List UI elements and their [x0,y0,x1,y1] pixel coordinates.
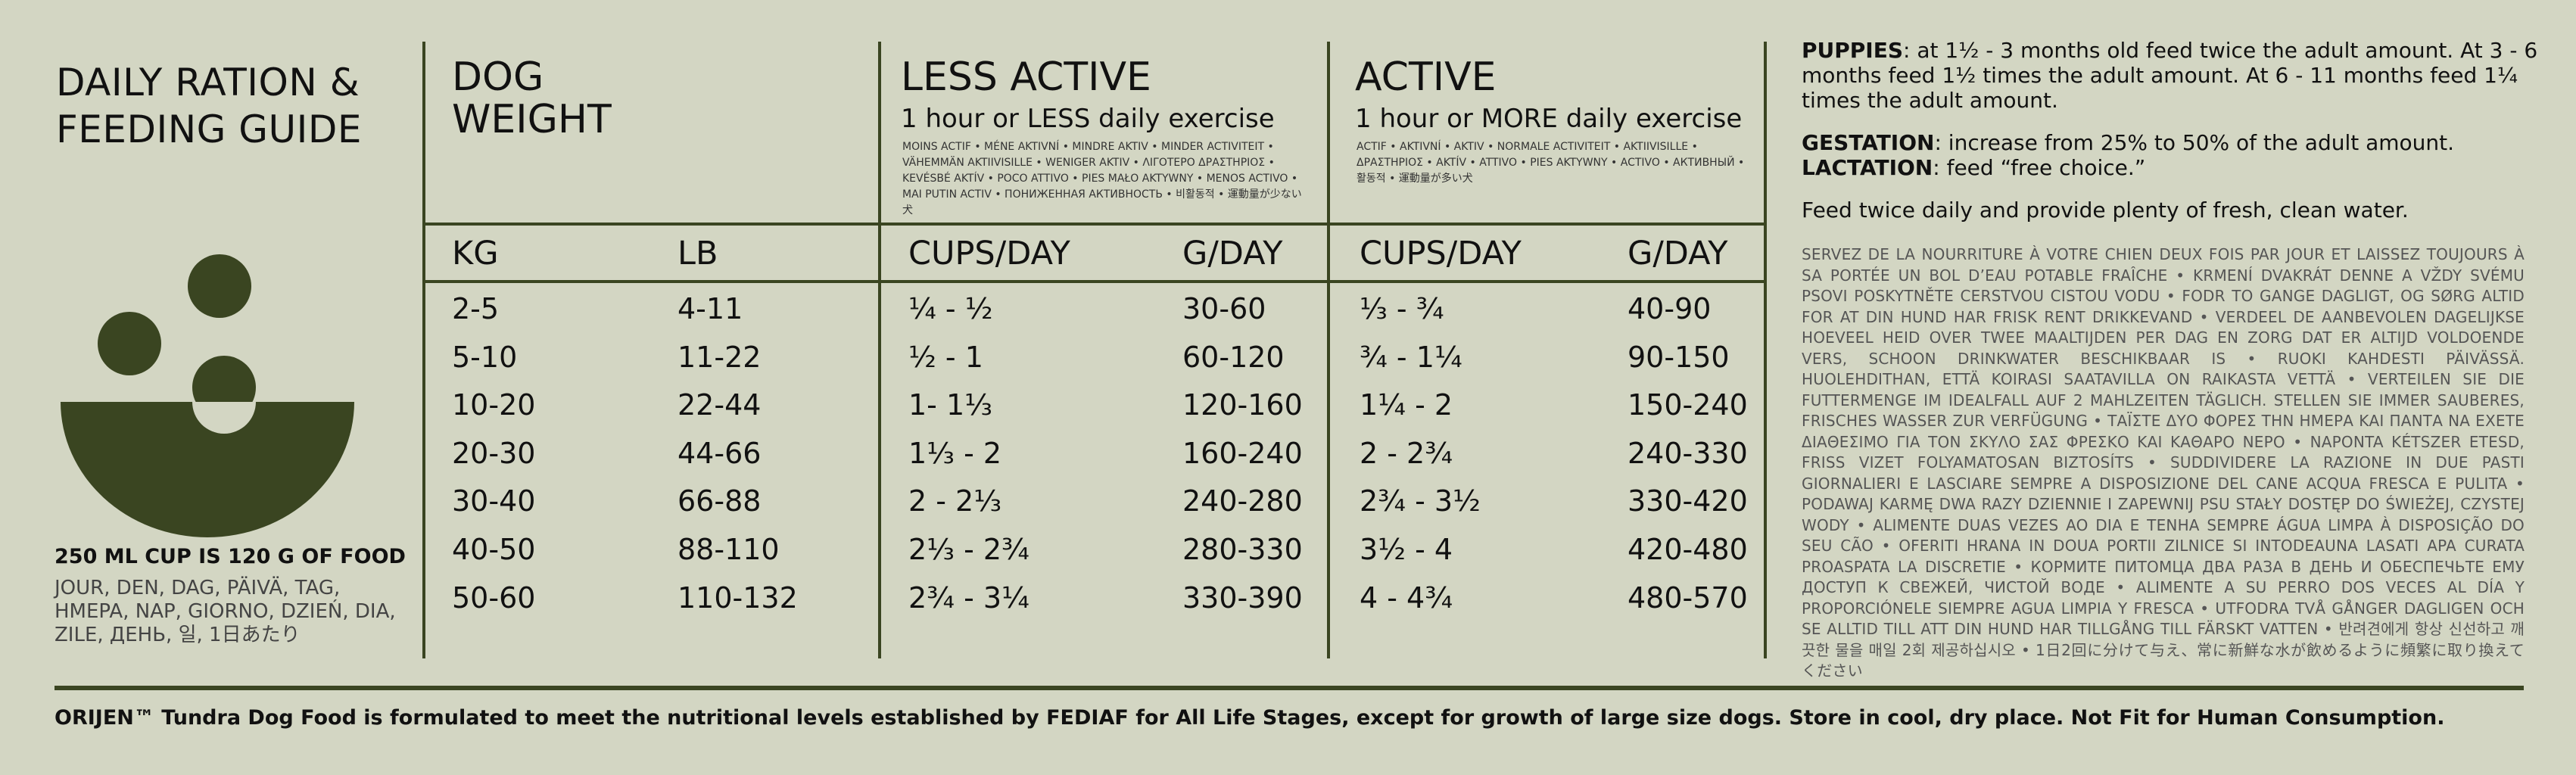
col-header-lb: LB [677,235,718,272]
active-subheading: 1 hour or MORE daily exercise [1355,104,1743,134]
cell-less-g: 330-390 [1182,580,1303,615]
cell-active-g: 40-90 [1628,292,1712,325]
cell-active-cups: 2 - 2¾ [1360,436,1453,470]
bowl-icon [61,402,354,537]
puppies-note: PUPPIES: at 1½ - 3 months old feed twice… [1802,38,2538,113]
cell-lb: 4-11 [677,292,743,325]
cell-less-g: 240-280 [1182,484,1303,518]
cell-lb: 44-66 [677,436,762,470]
feed-note: Feed twice daily and provide plenty of f… [1802,198,2409,223]
less-active-subheading: 1 hour or LESS daily exercise [901,104,1275,134]
col-header-less-g: G/DAY [1182,235,1283,272]
column-divider [1327,42,1330,658]
cell-active-cups: 3½ - 4 [1360,533,1453,566]
cell-kg: 10-20 [452,388,536,422]
cell-kg: 5-10 [452,340,518,374]
cell-active-g: 240-330 [1628,436,1748,470]
less-active-heading: LESS ACTIVE [901,54,1151,100]
cell-active-g: 90-150 [1628,340,1730,374]
dog-weight-heading: DOG WEIGHT [452,54,612,142]
cell-kg: 30-40 [452,484,536,518]
col-header-active-g: G/DAY [1628,235,1728,272]
col-header-active-cups: CUPS/DAY [1360,235,1522,272]
cup-note-languages: JOUR, DEN, DAG, PÄIVÄ, TAG, HMEPA, NAP, … [55,577,396,646]
active-translations: ACTIF • AKTIVNÍ • AKTIV • NORMALE ACTIVI… [1357,141,1745,185]
footer-disclaimer: ORIJEN™ Tundra Dog Food is formulated to… [55,706,2445,730]
footer-rule [55,686,2524,690]
cell-less-cups: 2 - 2⅓ [908,484,1002,518]
gestation-lactation-note: GESTATION: increase from 25% to 50% of t… [1802,130,2455,180]
bowl-with-kibble-icon [61,254,354,537]
cell-less-cups: ¼ - ½ [908,292,993,325]
cell-active-g: 480-570 [1628,580,1748,615]
cell-kg: 50-60 [452,580,536,615]
multilingual-feeding-instructions: SERVEZ DE LA NOURRITURE À VOTRE CHIEN DE… [1802,245,2525,680]
cell-less-cups: 1- 1⅓ [908,388,992,422]
cell-less-cups: 2¾ - 3¼ [908,580,1029,615]
page-title: DAILY RATION & FEEDING GUIDE [56,59,404,153]
cell-less-cups: ½ - 1 [908,340,983,374]
kibble-icon [98,312,161,375]
title-line-1: DAILY RATION & [56,61,360,104]
cell-kg: 40-50 [452,533,536,566]
col-header-less-cups: CUPS/DAY [908,235,1070,272]
cell-less-g: 30-60 [1182,292,1266,325]
cell-lb: 22-44 [677,388,762,422]
cell-lb: 66-88 [677,484,762,518]
cell-active-g: 330-420 [1628,484,1748,518]
cell-active-cups: ⅓ - ¾ [1360,292,1444,325]
column-divider [1764,42,1767,658]
cell-lb: 88-110 [677,533,780,566]
cell-kg: 2-5 [452,292,500,325]
cell-less-g: 60-120 [1182,340,1285,374]
col-header-kg: KG [452,235,499,272]
cell-kg: 20-30 [452,436,536,470]
cell-less-g: 120-160 [1182,388,1303,422]
cell-active-cups: 2¾ - 3½ [1360,484,1481,518]
cell-active-cups: ¾ - 1¼ [1360,340,1462,374]
column-divider [422,42,425,658]
table-subheader-rule [422,280,1767,283]
cell-less-g: 160-240 [1182,436,1303,470]
cell-active-g: 420-480 [1628,533,1748,566]
cell-less-g: 280-330 [1182,533,1303,566]
active-heading: ACTIVE [1355,54,1497,100]
cell-active-cups: 1¼ - 2 [1360,388,1453,422]
table-header-rule [422,223,1767,226]
cell-less-cups: 2⅓ - 2¾ [908,533,1029,566]
cell-active-g: 150-240 [1628,388,1748,422]
column-divider [878,42,881,658]
less-active-translations: MOINS ACTIF • MÉNE AKTIVNÍ • MINDRE AKTI… [902,141,1302,216]
title-line-2: FEEDING GUIDE [56,107,362,151]
cell-lb: 11-22 [677,340,762,374]
kibble-icon [188,254,251,318]
cell-lb: 110-132 [677,580,798,615]
cell-less-cups: 1⅓ - 2 [908,436,1002,470]
cell-active-cups: 4 - 4¾ [1360,580,1453,615]
cup-note: 250 ML CUP IS 120 G OF FOOD [55,545,406,568]
